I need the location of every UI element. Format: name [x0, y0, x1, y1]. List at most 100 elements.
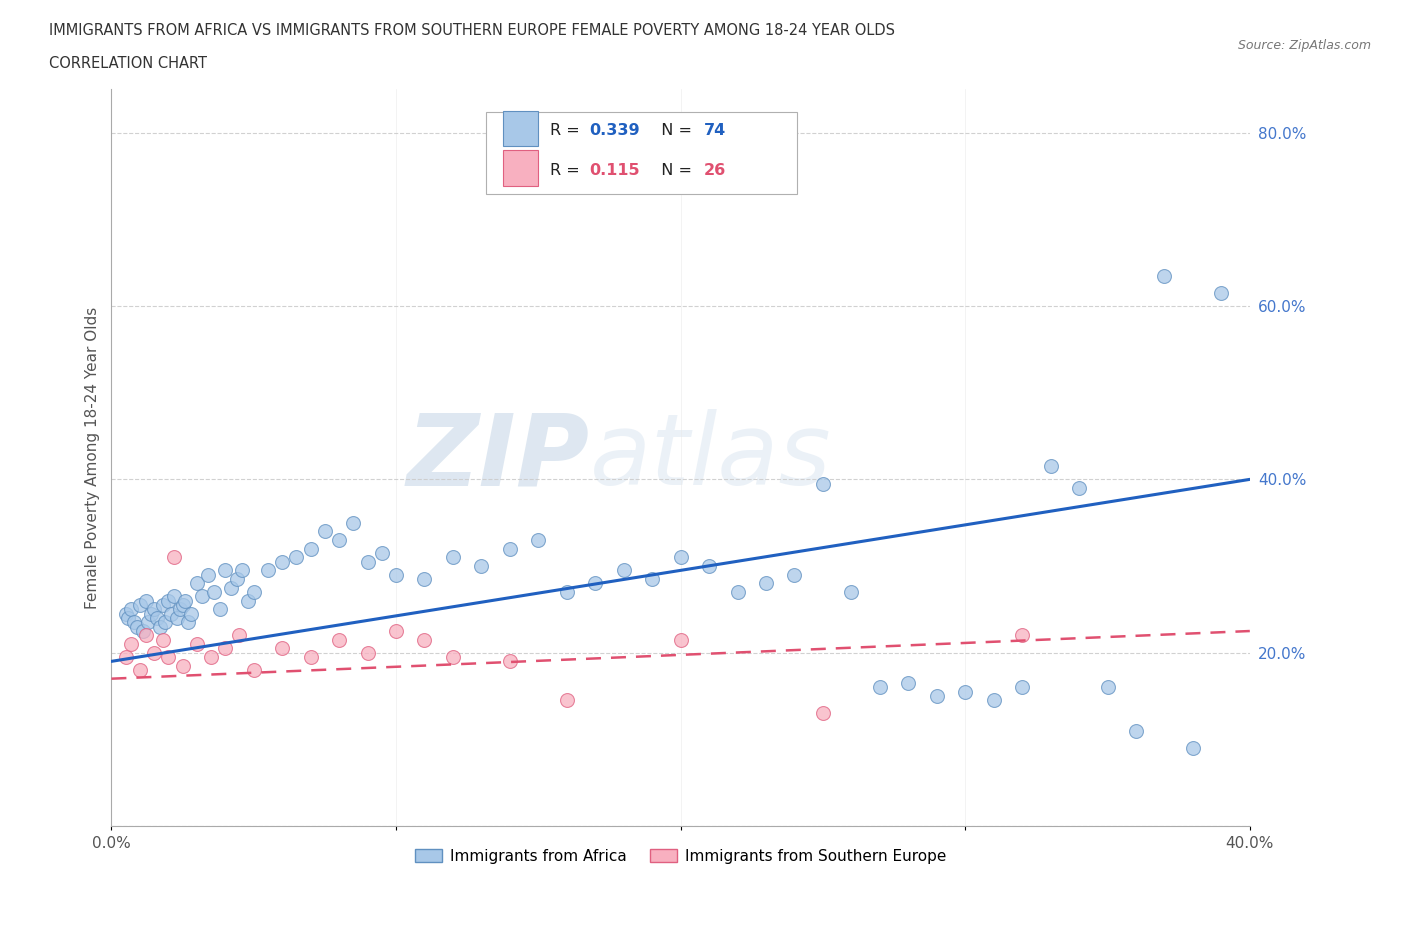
- Point: [953, 684, 976, 699]
- Text: 0.339: 0.339: [589, 123, 640, 138]
- Point: [271, 641, 294, 656]
- Point: [385, 567, 408, 582]
- Point: [811, 476, 834, 491]
- Point: [128, 662, 150, 677]
- Point: [152, 632, 174, 647]
- Point: [1153, 268, 1175, 283]
- Point: [219, 580, 242, 595]
- Point: [186, 576, 208, 591]
- Point: [202, 585, 225, 600]
- Text: CORRELATION CHART: CORRELATION CHART: [49, 56, 207, 71]
- Point: [1067, 481, 1090, 496]
- Point: [236, 593, 259, 608]
- Point: [470, 559, 492, 574]
- FancyBboxPatch shape: [503, 151, 538, 186]
- Point: [925, 688, 948, 703]
- Point: [172, 658, 194, 673]
- Point: [371, 546, 394, 561]
- Point: [499, 541, 522, 556]
- Point: [191, 589, 214, 604]
- Point: [143, 602, 166, 617]
- Point: [697, 559, 720, 574]
- Point: [186, 637, 208, 652]
- Point: [1125, 724, 1147, 738]
- Point: [328, 632, 350, 647]
- Point: [555, 585, 578, 600]
- Point: [441, 649, 464, 664]
- Point: [1011, 628, 1033, 643]
- Text: 26: 26: [704, 164, 727, 179]
- Point: [342, 515, 364, 530]
- Point: [114, 649, 136, 664]
- Point: [200, 649, 222, 664]
- FancyBboxPatch shape: [486, 112, 797, 194]
- Point: [155, 615, 177, 630]
- Point: [285, 550, 308, 565]
- Point: [1039, 458, 1062, 473]
- Point: [1181, 740, 1204, 755]
- Point: [172, 598, 194, 613]
- Point: [1097, 680, 1119, 695]
- Point: [299, 649, 322, 664]
- Text: Source: ZipAtlas.com: Source: ZipAtlas.com: [1237, 39, 1371, 52]
- Point: [242, 662, 264, 677]
- Text: 74: 74: [704, 123, 727, 138]
- Point: [314, 524, 336, 538]
- Point: [242, 585, 264, 600]
- Y-axis label: Female Poverty Among 18-24 Year Olds: Female Poverty Among 18-24 Year Olds: [86, 307, 100, 609]
- Text: IMMIGRANTS FROM AFRICA VS IMMIGRANTS FROM SOUTHERN EUROPE FEMALE POVERTY AMONG 1: IMMIGRANTS FROM AFRICA VS IMMIGRANTS FRO…: [49, 23, 896, 38]
- Point: [149, 619, 172, 634]
- Point: [231, 563, 253, 578]
- Point: [152, 598, 174, 613]
- Point: [160, 606, 183, 621]
- Point: [755, 576, 778, 591]
- Point: [811, 706, 834, 721]
- Point: [727, 585, 749, 600]
- Point: [114, 606, 136, 621]
- Point: [117, 611, 139, 626]
- Point: [146, 611, 169, 626]
- Point: [441, 550, 464, 565]
- Point: [174, 593, 197, 608]
- Point: [328, 533, 350, 548]
- Point: [163, 550, 186, 565]
- Point: [841, 585, 863, 600]
- Point: [225, 572, 247, 587]
- Point: [413, 572, 436, 587]
- Point: [180, 606, 202, 621]
- Point: [208, 602, 231, 617]
- Point: [169, 602, 191, 617]
- Point: [356, 554, 378, 569]
- Point: [214, 563, 236, 578]
- Point: [1011, 680, 1033, 695]
- Point: [120, 602, 142, 617]
- Point: [122, 615, 145, 630]
- Text: atlas: atlas: [589, 409, 831, 506]
- Point: [166, 611, 188, 626]
- Point: [138, 615, 160, 630]
- Point: [869, 680, 891, 695]
- Point: [641, 572, 664, 587]
- Point: [125, 619, 148, 634]
- Point: [555, 693, 578, 708]
- Point: [197, 567, 219, 582]
- Point: [527, 533, 550, 548]
- Point: [120, 637, 142, 652]
- Point: [983, 693, 1005, 708]
- Point: [143, 645, 166, 660]
- Point: [271, 554, 294, 569]
- Point: [157, 593, 180, 608]
- Point: [783, 567, 806, 582]
- Text: ZIP: ZIP: [406, 409, 589, 506]
- Point: [228, 628, 250, 643]
- Point: [583, 576, 606, 591]
- Text: 0.115: 0.115: [589, 164, 640, 179]
- Legend: Immigrants from Africa, Immigrants from Southern Europe: Immigrants from Africa, Immigrants from …: [409, 843, 952, 870]
- Point: [214, 641, 236, 656]
- Point: [163, 589, 186, 604]
- Point: [1211, 286, 1233, 300]
- Text: N =: N =: [651, 164, 697, 179]
- Point: [177, 615, 200, 630]
- Point: [257, 563, 280, 578]
- Point: [132, 624, 155, 639]
